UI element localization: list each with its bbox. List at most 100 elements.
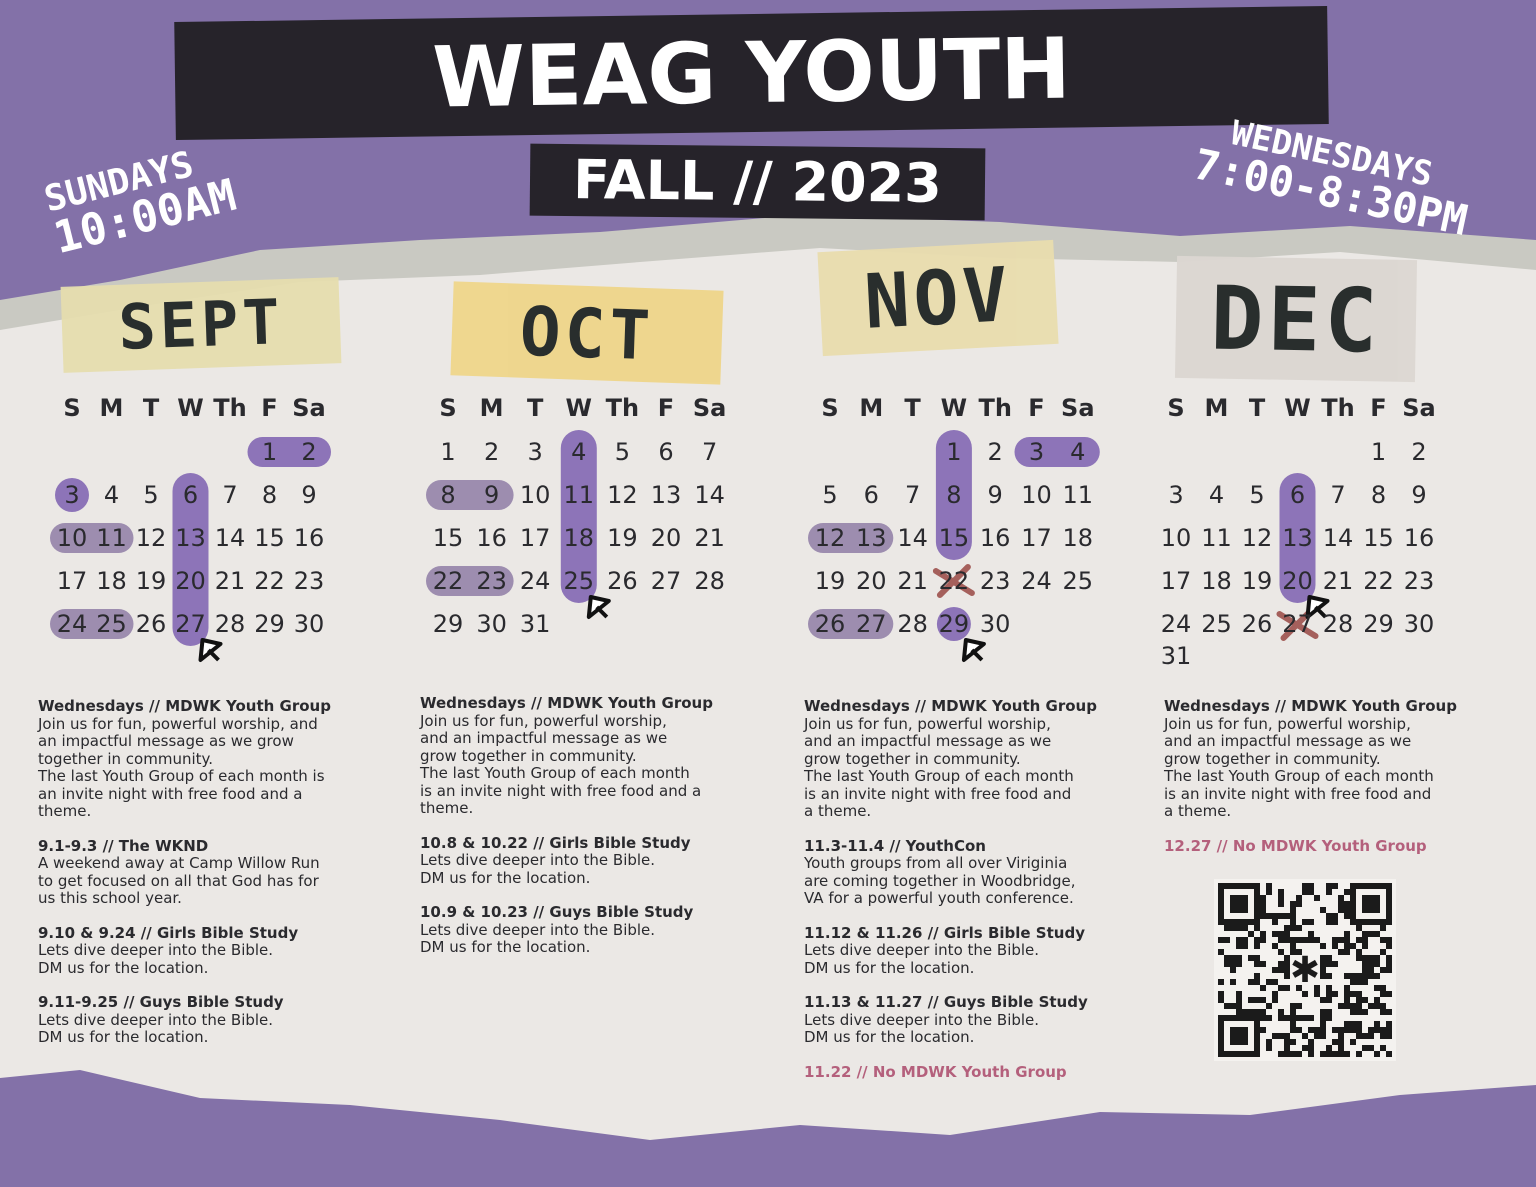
weekday: F bbox=[1028, 394, 1045, 422]
event-heading: 10.8 & 10.22 // Girls Bible Study bbox=[420, 833, 691, 852]
qr-module bbox=[1308, 1051, 1314, 1057]
qr-module bbox=[1344, 913, 1350, 919]
qr-module bbox=[1236, 919, 1242, 925]
qr-module bbox=[1344, 973, 1350, 979]
day: 28 bbox=[897, 610, 928, 638]
qr-module bbox=[1248, 979, 1254, 985]
qr-module bbox=[1386, 913, 1392, 919]
qr-module bbox=[1230, 901, 1236, 907]
qr-module bbox=[1380, 919, 1386, 925]
day: 17 bbox=[1021, 524, 1052, 552]
qr-module bbox=[1314, 1033, 1320, 1039]
qr-module bbox=[1350, 907, 1356, 913]
day: 26 bbox=[1241, 610, 1273, 638]
qr-module bbox=[1254, 961, 1260, 967]
qr-module bbox=[1254, 901, 1260, 907]
qr-module bbox=[1290, 1009, 1296, 1015]
qr-module bbox=[1380, 1009, 1386, 1015]
qr-module bbox=[1356, 949, 1362, 955]
day: 27 bbox=[650, 567, 682, 595]
day: 28 bbox=[694, 567, 725, 595]
qr-module bbox=[1332, 1039, 1338, 1045]
weekday: F bbox=[1370, 394, 1387, 422]
event-text: Lets dive deeper into the Bible. bbox=[420, 920, 656, 939]
day: 2 bbox=[483, 438, 500, 466]
qr-module bbox=[1386, 1027, 1392, 1033]
event-text: Join us for fun, powerful worship, and bbox=[38, 714, 318, 733]
day: 7 bbox=[222, 481, 238, 509]
qr-module bbox=[1314, 895, 1320, 901]
qr-module bbox=[1224, 955, 1230, 961]
qr-module bbox=[1296, 985, 1302, 991]
qr-module bbox=[1278, 985, 1284, 991]
day: 30 bbox=[979, 610, 1011, 638]
day: 14 bbox=[694, 481, 725, 509]
day: 29 bbox=[938, 610, 970, 638]
qr-module bbox=[1218, 1015, 1224, 1021]
qr-module bbox=[1224, 919, 1230, 925]
qr-module bbox=[1350, 943, 1356, 949]
qr-module bbox=[1344, 1021, 1350, 1027]
qr-module bbox=[1230, 955, 1236, 961]
qr-module bbox=[1296, 937, 1302, 943]
day: 10 bbox=[1021, 481, 1052, 509]
day: 28 bbox=[1322, 610, 1354, 638]
day: 15 bbox=[938, 524, 970, 552]
qr-module bbox=[1236, 1039, 1242, 1045]
qr-module bbox=[1380, 949, 1386, 955]
day: 9 bbox=[301, 481, 317, 509]
qr-module bbox=[1242, 1051, 1248, 1057]
weekday: Sa bbox=[692, 394, 727, 422]
qr-module bbox=[1374, 919, 1380, 925]
qr-module bbox=[1290, 901, 1296, 907]
qr-module bbox=[1344, 889, 1350, 895]
qr-module bbox=[1356, 973, 1362, 979]
qr-module bbox=[1260, 1009, 1266, 1015]
day: 5 bbox=[143, 481, 159, 509]
qr-module bbox=[1386, 943, 1392, 949]
qr-module bbox=[1248, 931, 1254, 937]
qr-module bbox=[1374, 907, 1380, 913]
event: 11.12 & 11.26 // Girls Bible Study Lets d… bbox=[804, 924, 1164, 978]
day: 13 bbox=[1282, 524, 1313, 552]
event: Wednesdays // MDWK Youth Group Join us fo… bbox=[804, 697, 1164, 821]
qr-module bbox=[1266, 1039, 1272, 1045]
day: 18 bbox=[96, 567, 127, 595]
qr-module bbox=[1296, 1003, 1302, 1009]
day: 21 bbox=[1322, 567, 1354, 595]
event: 10.8 & 10.22 // Girls Bible Study Lets di… bbox=[420, 833, 780, 888]
day-highlight bbox=[936, 607, 971, 641]
day: 12 bbox=[607, 481, 638, 509]
event-heading: Wednesdays // MDWK Youth Group bbox=[420, 694, 713, 712]
weekday: S bbox=[821, 394, 839, 422]
pointer-arrow bbox=[1305, 595, 1330, 619]
day: 1 bbox=[1370, 438, 1387, 466]
qr-module bbox=[1230, 967, 1236, 973]
day: 31 bbox=[519, 610, 551, 638]
event-heading: 11.3-11.4 // YouthCon bbox=[804, 836, 986, 855]
event-text: is an invite night with free food and bbox=[1164, 784, 1432, 803]
qr-module bbox=[1344, 991, 1350, 997]
qr-module bbox=[1332, 961, 1338, 967]
event-heading: Wednesdays // MDWK Youth Group bbox=[1164, 697, 1457, 715]
qr-module bbox=[1218, 901, 1224, 907]
qr-module bbox=[1278, 1009, 1284, 1015]
qr-module bbox=[1254, 979, 1260, 985]
qr-module bbox=[1242, 925, 1248, 931]
event: 10.9 & 10.23 // Guys Bible Study Lets div… bbox=[420, 903, 780, 957]
qr-module bbox=[1350, 895, 1356, 901]
month-tape: DEC bbox=[1174, 255, 1418, 383]
qr-module bbox=[1350, 913, 1356, 919]
day: 27 bbox=[1282, 610, 1313, 638]
day: 16 bbox=[293, 524, 325, 552]
qr-module bbox=[1254, 913, 1260, 919]
day: 8 bbox=[261, 481, 278, 509]
qr-module bbox=[1386, 907, 1392, 913]
qr-module bbox=[1344, 1051, 1350, 1057]
qr-module bbox=[1242, 943, 1248, 949]
qr-module bbox=[1242, 1033, 1248, 1039]
qr-module bbox=[1248, 1015, 1254, 1021]
qr-module bbox=[1320, 1033, 1326, 1039]
qr-module bbox=[1278, 901, 1284, 907]
